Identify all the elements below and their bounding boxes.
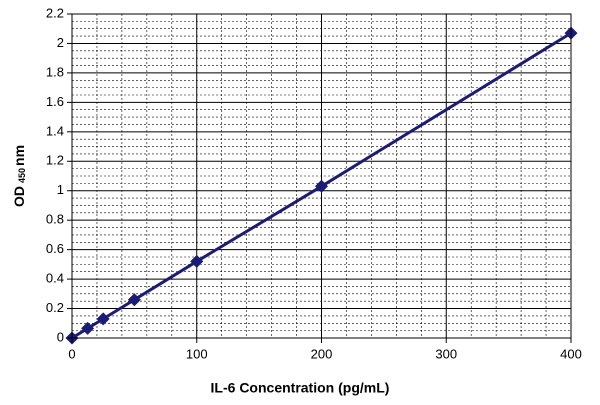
y-tick-label: 1.4: [46, 123, 64, 138]
y-tick-label: 0.4: [46, 271, 64, 286]
x-tick-label: 0: [68, 346, 75, 361]
y-tick-label: 1: [57, 182, 64, 197]
marks: [65, 26, 578, 345]
data-point: [190, 254, 204, 268]
y-tick-label: 0: [57, 329, 64, 344]
y-label-main: OD: [11, 186, 27, 207]
y-tick-label: 2: [57, 35, 64, 50]
y-axis-label: OD 450 nm: [11, 145, 28, 207]
grid: [71, 13, 572, 339]
x-axis-label: IL-6 Concentration (pg/mL): [211, 380, 390, 396]
y-tick-label: 1.2: [46, 153, 64, 168]
y-tick-label: 1.6: [46, 94, 64, 109]
y-label-subscript: 450: [17, 168, 27, 183]
data-point: [96, 312, 110, 326]
y-tick-label: 2.2: [46, 5, 64, 20]
x-tick-label: 100: [186, 346, 208, 361]
x-tick-label: 200: [311, 346, 333, 361]
data-point: [315, 179, 328, 193]
y-tick-label: 0.6: [46, 241, 64, 256]
y-tick-label: 1.8: [46, 64, 64, 79]
data-point: [127, 293, 141, 307]
data-point: [81, 321, 95, 335]
x-tick-label: 400: [560, 346, 582, 361]
y-tick-label: 0.2: [46, 300, 64, 315]
y-label-unit: nm: [11, 145, 27, 166]
x-tick-label: 300: [435, 346, 457, 361]
y-tick-label: 0.8: [46, 212, 64, 227]
